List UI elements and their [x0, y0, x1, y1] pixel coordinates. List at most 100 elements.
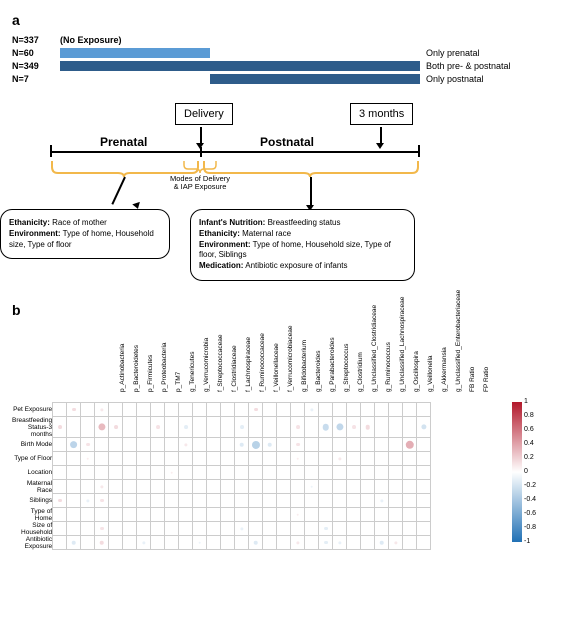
correlation-dot	[239, 442, 244, 447]
heatmap-cell	[207, 452, 221, 466]
heatmap-row: Siblings	[12, 494, 431, 508]
heatmap-cell	[123, 466, 137, 480]
info-text: Maternal race	[240, 229, 291, 238]
correlation-dot	[100, 499, 104, 503]
heatmap-cell	[333, 466, 347, 480]
heatmap-cell	[53, 438, 67, 452]
heatmap-cell	[263, 508, 277, 522]
heatmap-cell	[305, 417, 319, 438]
info-line: Environment: Type of home, Household siz…	[199, 240, 406, 262]
info-line: Medication: Antibiotic exposure of infan…	[199, 261, 406, 272]
heatmap-cell	[305, 508, 319, 522]
heatmap-cell	[347, 494, 361, 508]
center-label: Modes of Delivery & IAP Exposure	[168, 175, 232, 192]
heatmap-row: Maternal Race	[12, 480, 431, 494]
correlation-dot	[310, 485, 313, 488]
heatmap-cell	[291, 508, 305, 522]
heatmap-cell	[151, 403, 165, 417]
info-line: Infant's Nutrition: Breastfeeding status	[199, 218, 406, 229]
heatmap-cell	[263, 403, 277, 417]
bar-track	[122, 35, 482, 45]
panel-b-label: b	[12, 302, 556, 318]
heatmap-cell	[221, 536, 235, 550]
heatmap-row: Antibiotic Exposure	[12, 536, 431, 550]
row-label: Antibiotic Exposure	[12, 536, 53, 550]
heatmap-cell	[207, 438, 221, 452]
heatmap-cell	[403, 508, 417, 522]
heatmap-cell	[95, 494, 109, 508]
heatmap-cell	[389, 494, 403, 508]
correlation-dot	[100, 408, 103, 411]
heatmap-cell	[67, 466, 81, 480]
row-label: Size of Household	[12, 522, 53, 536]
heatmap-cell	[361, 438, 375, 452]
heatmap-cell	[67, 480, 81, 494]
heatmap-cell	[263, 494, 277, 508]
heatmap-cell	[165, 417, 179, 438]
heatmap-cell	[291, 536, 305, 550]
heatmap-cell	[193, 452, 207, 466]
heatmap-cell	[389, 403, 403, 417]
heatmap-cell	[179, 466, 193, 480]
heatmap-cell	[109, 480, 123, 494]
heatmap-cell	[249, 480, 263, 494]
heatmap-cell	[123, 508, 137, 522]
heatmap-cell	[137, 438, 151, 452]
heatmap-row: Size of Household	[12, 522, 431, 536]
cohort-label: Only postnatal	[426, 74, 484, 84]
heatmap-cell	[389, 522, 403, 536]
correlation-dot	[267, 442, 272, 447]
heatmap-cell	[417, 536, 431, 550]
heatmap-cell	[249, 522, 263, 536]
row-label: Pet Exposure	[12, 403, 53, 417]
cohort-rows: N=337 (No Exposure)N=60Only prenatalN=34…	[12, 34, 556, 85]
correlation-dot	[71, 540, 76, 545]
heatmap-cell	[207, 536, 221, 550]
heatmap-cell	[67, 417, 81, 438]
cohort-n: N=349	[12, 61, 60, 71]
heatmap-cell	[179, 522, 193, 536]
heatmap-cell	[137, 403, 151, 417]
row-label: Siblings	[12, 494, 53, 508]
heatmap-cell	[109, 417, 123, 438]
heatmap-cell	[221, 452, 235, 466]
heatmap-cell	[53, 466, 67, 480]
colorbar-tick: -1	[524, 538, 530, 545]
heatmap-cell	[81, 536, 95, 550]
heatmap-cell	[235, 522, 249, 536]
heatmap-cell	[319, 494, 333, 508]
heatmap-cell	[67, 522, 81, 536]
heatmap-cell	[151, 480, 165, 494]
info-term: Infant's Nutrition:	[199, 218, 265, 227]
heatmap-cell	[347, 403, 361, 417]
correlation-dot	[394, 541, 397, 544]
heatmap-cell	[389, 417, 403, 438]
heatmap-cell	[389, 452, 403, 466]
info-term: Environment:	[199, 240, 251, 249]
heatmap-cell	[333, 536, 347, 550]
heatmap-cell	[193, 536, 207, 550]
heatmap-cell	[361, 522, 375, 536]
heatmap-cell	[67, 508, 81, 522]
heatmap-cell	[165, 403, 179, 417]
heatmap-row: Birth Mode	[12, 438, 431, 452]
bar-track	[60, 48, 420, 58]
prenatal-label: Prenatal	[100, 135, 147, 149]
heatmap-cell	[109, 452, 123, 466]
heatmap-cell	[151, 438, 165, 452]
axis-tick	[200, 147, 202, 157]
heatmap-cell	[235, 494, 249, 508]
heatmap-cell	[417, 494, 431, 508]
heatmap-cell	[165, 508, 179, 522]
heatmap-cell	[389, 480, 403, 494]
cohort-label: Both pre- & postnatal	[426, 61, 511, 71]
heatmap-cell	[53, 403, 67, 417]
panel-b: b p_Actinobacteriap_Bacteroidetesp_Firmi…	[12, 302, 556, 550]
heatmap-cell	[235, 480, 249, 494]
heatmap-cell	[151, 508, 165, 522]
heatmap-cell	[347, 438, 361, 452]
heatmap-cell	[67, 536, 81, 550]
heatmap-cell	[361, 403, 375, 417]
heatmap-cell	[333, 403, 347, 417]
heatmap-cell	[277, 438, 291, 452]
